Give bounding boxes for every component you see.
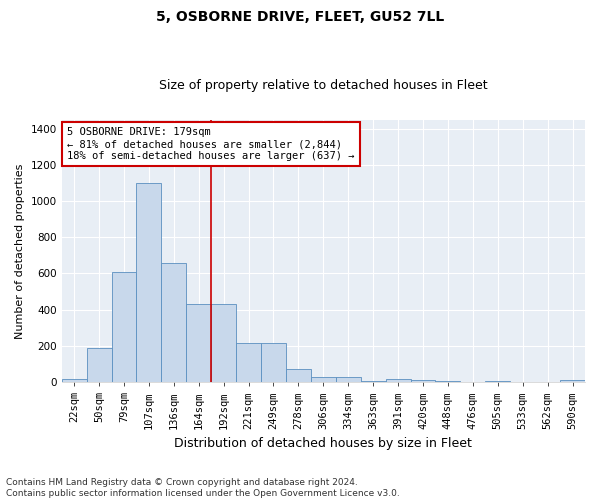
Y-axis label: Number of detached properties: Number of detached properties <box>15 163 25 338</box>
Bar <box>112 272 136 382</box>
Bar <box>361 381 386 382</box>
Bar <box>336 376 361 382</box>
Bar <box>286 368 311 382</box>
Bar <box>161 262 186 382</box>
Bar <box>485 381 510 382</box>
Bar <box>436 381 460 382</box>
Bar <box>211 304 236 382</box>
Title: Size of property relative to detached houses in Fleet: Size of property relative to detached ho… <box>159 79 488 92</box>
Text: 5 OSBORNE DRIVE: 179sqm
← 81% of detached houses are smaller (2,844)
18% of semi: 5 OSBORNE DRIVE: 179sqm ← 81% of detache… <box>67 128 355 160</box>
Bar <box>261 343 286 382</box>
Bar <box>186 304 211 382</box>
Bar <box>386 378 410 382</box>
Bar <box>311 376 336 382</box>
Bar <box>410 380 436 382</box>
Text: 5, OSBORNE DRIVE, FLEET, GU52 7LL: 5, OSBORNE DRIVE, FLEET, GU52 7LL <box>156 10 444 24</box>
Text: Contains HM Land Registry data © Crown copyright and database right 2024.
Contai: Contains HM Land Registry data © Crown c… <box>6 478 400 498</box>
X-axis label: Distribution of detached houses by size in Fleet: Distribution of detached houses by size … <box>175 437 472 450</box>
Bar <box>86 348 112 382</box>
Bar <box>236 343 261 382</box>
Bar <box>560 380 585 382</box>
Bar <box>136 183 161 382</box>
Bar <box>62 380 86 382</box>
